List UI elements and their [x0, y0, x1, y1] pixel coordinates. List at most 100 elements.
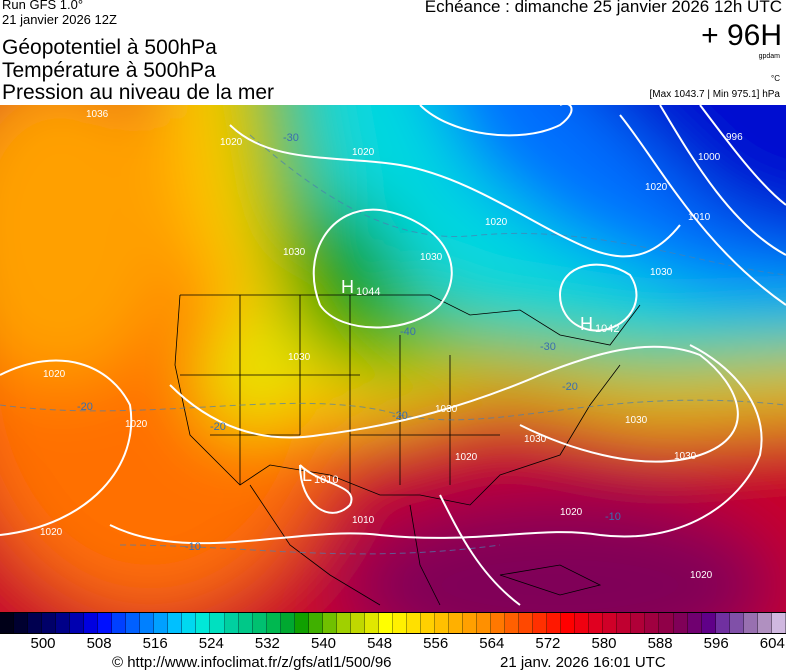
colorbar-swatch: [771, 613, 786, 633]
isobar-label: 1020: [43, 369, 66, 380]
colorbar-swatch: [252, 613, 267, 633]
colorbar-swatch: [42, 613, 57, 633]
isobars: [0, 105, 786, 606]
geopotential-shading: [0, 105, 786, 612]
high-pressure-value: 1042: [595, 323, 619, 335]
isobar-label: 1020: [560, 507, 583, 518]
colorbar-swatch: [0, 613, 15, 633]
temperature-label: -20: [77, 401, 93, 413]
colorbar-swatch: [154, 613, 169, 633]
colorbar-swatch: [561, 613, 576, 633]
colorbar-label: 548: [367, 635, 393, 652]
colorbar-swatch: [505, 613, 520, 633]
pressure-range: [Max 1043.7 | Min 975.1] hPa: [649, 89, 780, 100]
run-model: Run GFS 1.0°: [2, 0, 84, 12]
isobar-label: 1030: [420, 252, 443, 263]
colorbar-swatch: [28, 613, 43, 633]
temperature-isotherms: [0, 134, 786, 555]
pressure-centers: H 1044 H 1042 L 1010: [302, 277, 619, 486]
isobar-label: 1020: [352, 147, 375, 158]
lead-time: + 96H: [701, 19, 782, 52]
colorbar-swatch: [715, 613, 730, 633]
colorbar-swatch: [617, 613, 632, 633]
colorbar-swatch: [280, 613, 295, 633]
colorbar-swatch: [589, 613, 604, 633]
colorbar-swatch: [757, 613, 772, 633]
isobar-label: 1030: [435, 404, 458, 415]
colorbar-swatch: [140, 613, 155, 633]
isobar-label: 996: [726, 132, 743, 143]
colorbar-swatch: [687, 613, 702, 633]
colorbar-swatch: [294, 613, 309, 633]
temperature-label: -10: [185, 541, 201, 553]
map-field: 1036 1020 1030 1020 1020 1030 1030 1030 …: [0, 105, 786, 612]
high-pressure-marker: H: [341, 277, 354, 297]
temperature-label: -30: [540, 341, 556, 353]
colorbar-swatch: [14, 613, 29, 633]
high-pressure-marker: H: [580, 314, 593, 334]
generation-timestamp: 21 janv. 2026 16:01 UTC: [500, 654, 666, 671]
low-pressure-marker: L: [302, 465, 312, 485]
colorbar-label: 516: [142, 635, 168, 652]
colorbar-swatch: [238, 613, 253, 633]
colorbar-swatch: [126, 613, 141, 633]
colorbar-label: 588: [647, 635, 673, 652]
colorbar-swatch: [112, 613, 127, 633]
isobar-label: 1030: [650, 267, 673, 278]
colorbar-swatch: [519, 613, 534, 633]
colorbar-label: 564: [479, 635, 505, 652]
colorbar-label: 532: [254, 635, 280, 652]
colorbar-swatch: [673, 613, 688, 633]
colorbar-swatch: [196, 613, 211, 633]
isobar-label: 1030: [524, 434, 547, 445]
isobar-label: 1030: [283, 247, 306, 258]
colorbar-swatch: [406, 613, 421, 633]
colorbar-swatch: [547, 613, 562, 633]
isobar-label: 1020: [485, 217, 508, 228]
title-geopotential: Géopotentiel à 500hPa: [2, 36, 217, 59]
title-temperature: Température à 500hPa: [2, 59, 216, 82]
colorbar-swatch: [575, 613, 590, 633]
colorbar-swatch: [56, 613, 71, 633]
colorbar-label: 604: [759, 635, 785, 652]
isobar-label: 1020: [690, 570, 713, 581]
isobar-label: 1020: [40, 527, 63, 538]
colorbar-swatch: [420, 613, 435, 633]
title-pressure: Pression au niveau de la mer: [2, 81, 274, 104]
colorbar-swatch: [645, 613, 660, 633]
colorbar-swatch: [434, 613, 449, 633]
colorbar-label: 508: [86, 635, 112, 652]
colorbar-label: 556: [423, 635, 449, 652]
colorbar-swatch: [70, 613, 85, 633]
colorbar-swatch: [168, 613, 183, 633]
isobar-label: 1020: [125, 419, 148, 430]
colorbar-swatch: [533, 613, 548, 633]
weather-map: 1036 1020 1030 1020 1020 1030 1030 1030 …: [0, 105, 786, 612]
colorbar-label: 572: [535, 635, 561, 652]
colorbar-swatch: [182, 613, 197, 633]
colorbar-swatch: [477, 613, 492, 633]
unit-temperature: °C: [771, 74, 780, 83]
colorbar-swatch: [631, 613, 646, 633]
isobar-label: 1010: [688, 212, 711, 223]
colorbar-swatch: [449, 613, 464, 633]
colorbar-swatch: [266, 613, 281, 633]
colorbar-swatch: [224, 613, 239, 633]
temperature-label: -20: [210, 421, 226, 433]
colorbar-label: 596: [703, 635, 729, 652]
isobar-label: 1000: [698, 152, 721, 163]
colorbar-swatch: [463, 613, 478, 633]
temperature-label: -20: [562, 381, 578, 393]
isobar-label: 1030: [674, 451, 697, 462]
colorbar-swatch: [364, 613, 379, 633]
colorbar-label: 580: [591, 635, 617, 652]
run-date: 21 janvier 2026 12Z: [2, 12, 117, 27]
colorbar-swatch: [729, 613, 744, 633]
colorbar-swatch: [743, 613, 758, 633]
low-pressure-value: 1010: [314, 474, 338, 486]
isobar-label: 1010: [352, 515, 375, 526]
temperature-label: -20: [392, 410, 408, 422]
colorbar-swatch: [701, 613, 716, 633]
colorbar-label: 524: [198, 635, 224, 652]
isobar-label: 1020: [645, 182, 668, 193]
